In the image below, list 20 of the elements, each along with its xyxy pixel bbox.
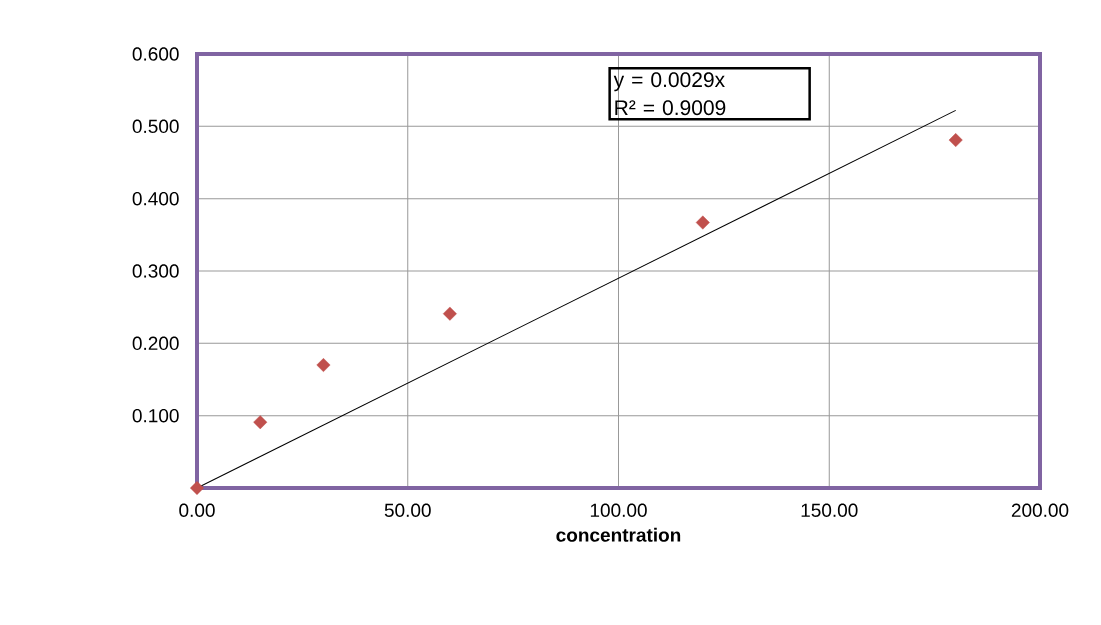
y-tick-label: 0.100 (132, 408, 179, 423)
x-tick-label: 150.00 (801, 503, 858, 517)
x-axis-title: concentration (556, 527, 681, 542)
y-tick-label: 0.200 (132, 336, 179, 351)
y-tick-label: 0.600 (132, 47, 179, 61)
point (253, 415, 268, 430)
annotation: y = 0.0029x (613, 72, 725, 92)
point (316, 358, 331, 372)
y-tick-label: 0.400 (132, 191, 179, 206)
point (695, 215, 710, 230)
y-tick-label: 0.500 (132, 119, 179, 134)
x-tick-label: 100.00 (590, 503, 647, 517)
annotation: R² = 0.9009 (615, 100, 726, 116)
point (948, 133, 963, 148)
x-tick-label: 200.00 (1011, 503, 1069, 517)
x-tick-label: 0.00 (179, 503, 215, 517)
point (442, 306, 457, 321)
x-tick-label: 50.00 (384, 503, 431, 517)
y-tick-label: 0.300 (132, 264, 179, 278)
point (190, 481, 204, 495)
